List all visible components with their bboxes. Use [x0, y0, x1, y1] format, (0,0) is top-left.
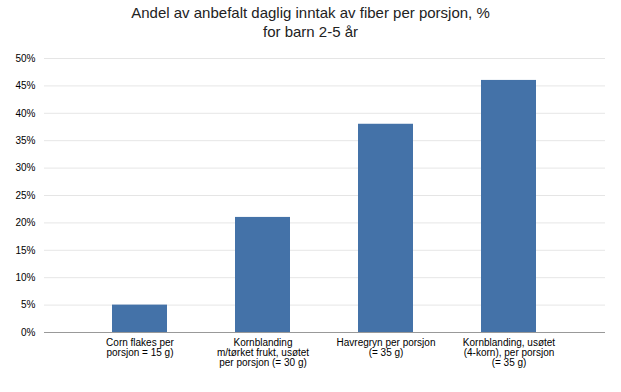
svg-text:40%: 40% — [15, 107, 35, 118]
svg-text:30%: 30% — [15, 162, 35, 173]
svg-text:5%: 5% — [21, 299, 36, 310]
svg-text:Kornblanding, usøtet(4-korn),: Kornblanding, usøtet(4-korn), per porsjo… — [463, 336, 556, 367]
html-text:Andel av anbefalt daglig innta: Andel av anbefalt daglig inntak av fiber… — [131, 4, 490, 40]
svg-text:Kornblandingm/tørket frukt, us: Kornblandingm/tørket frukt, usøtetper po… — [217, 336, 309, 367]
svg-text:20%: 20% — [15, 217, 35, 228]
svg-text:35%: 35% — [15, 134, 35, 145]
svg-text:10%: 10% — [15, 271, 35, 282]
svg-text:45%: 45% — [15, 80, 35, 91]
svg-text:Corn flakes perporsjon = 15 g): Corn flakes perporsjon = 15 g) — [106, 336, 174, 357]
svg-text:15%: 15% — [15, 244, 35, 255]
svg-text:Havregryn per porsjon(= 35 g): Havregryn per porsjon(= 35 g) — [337, 336, 436, 357]
svg-text:0%: 0% — [21, 326, 36, 337]
svg-text:25%: 25% — [15, 189, 35, 200]
svg-text:50%: 50% — [15, 52, 35, 63]
